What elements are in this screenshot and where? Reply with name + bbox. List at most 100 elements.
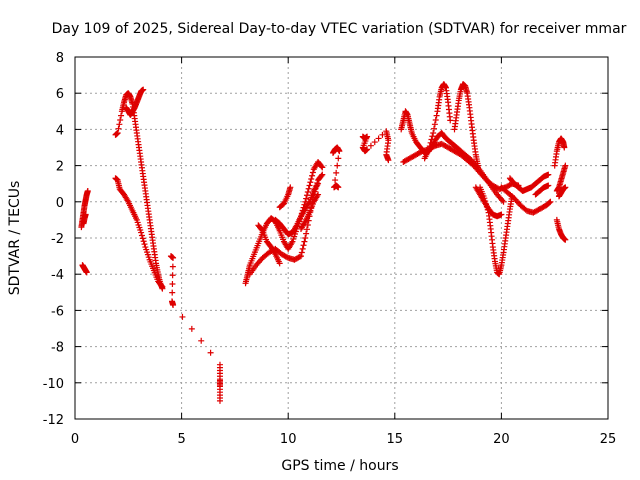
data-point: [555, 224, 562, 231]
data-point: [305, 211, 312, 218]
series-track-c: [112, 175, 166, 290]
data-point: [500, 252, 507, 259]
y-tick-label: 4: [56, 123, 64, 138]
data-point: [139, 170, 146, 177]
y-tick-label: 2: [56, 160, 64, 175]
data-point: [128, 206, 135, 213]
data-point: [309, 169, 316, 176]
data-point: [250, 253, 257, 260]
data-point: [254, 242, 261, 249]
data-point: [276, 249, 283, 256]
data-point: [436, 96, 443, 103]
data-point: [116, 184, 123, 191]
data-point: [305, 185, 312, 192]
data-point: [216, 395, 223, 402]
chart-title: Day 109 of 2025, Sidereal Day-to-day VTE…: [52, 21, 627, 37]
x-tick-label: 5: [177, 432, 185, 447]
data-point: [474, 160, 481, 167]
data-point: [557, 178, 564, 185]
data-point: [279, 202, 286, 209]
data-point: [157, 281, 164, 288]
data-point: [266, 241, 273, 248]
data-point: [309, 190, 316, 197]
data-point: [332, 177, 339, 184]
data-point: [141, 241, 148, 248]
series-evening-d: [272, 180, 322, 238]
data-point: [82, 212, 89, 219]
data-point: [298, 249, 305, 256]
data-point: [150, 242, 157, 249]
data-point: [119, 189, 126, 196]
data-point: [499, 197, 506, 204]
data-point: [308, 175, 315, 182]
data-point: [470, 134, 477, 141]
data-point: [280, 236, 287, 243]
data-point: [83, 269, 90, 276]
data-point: [282, 253, 289, 260]
data-point: [299, 245, 306, 252]
series-late-g: [555, 184, 569, 200]
series-late-c: [532, 182, 552, 198]
data-point: [303, 230, 310, 237]
data-point: [442, 143, 449, 150]
data-point: [487, 180, 494, 187]
data-point: [309, 200, 316, 207]
data-point: [410, 153, 417, 160]
data-point: [303, 195, 310, 202]
data-point: [561, 164, 568, 171]
series-evening-c: [255, 222, 283, 267]
data-point: [540, 203, 547, 210]
data-point: [314, 182, 321, 189]
data-point: [286, 185, 293, 192]
data-point: [279, 223, 286, 230]
data-point: [271, 249, 278, 256]
data-point: [169, 272, 176, 279]
data-point: [404, 156, 411, 163]
series-night-d: [451, 81, 481, 169]
data-point: [284, 193, 291, 200]
series-late-e: [553, 216, 569, 243]
data-point: [553, 151, 560, 158]
data-point: [506, 208, 513, 215]
data-point: [169, 289, 176, 296]
data-point: [304, 189, 311, 196]
y-tick-label: -12: [43, 413, 64, 428]
x-tick-label: 25: [600, 432, 617, 447]
data-point: [137, 156, 144, 163]
data-point: [84, 188, 91, 195]
data-point: [295, 254, 302, 261]
series-night-b: [400, 140, 522, 193]
x-tick-label: 10: [280, 432, 297, 447]
data-point: [430, 130, 437, 137]
data-point: [246, 263, 253, 270]
data-point: [207, 349, 214, 356]
data-point: [140, 238, 147, 245]
data-point: [135, 141, 142, 148]
data-point: [444, 96, 451, 103]
series-track-b: [123, 86, 147, 118]
y-tick-label: 6: [56, 87, 64, 102]
series-late-f: [553, 162, 569, 194]
data-point: [546, 199, 553, 206]
data-point: [117, 116, 124, 123]
data-point: [334, 183, 341, 190]
data-point: [179, 313, 186, 320]
series-night-f: [472, 184, 505, 220]
y-tick-label: 0: [56, 196, 64, 211]
series-night-c: [421, 81, 454, 162]
data-point: [301, 238, 308, 245]
data-point: [309, 172, 316, 179]
data-point: [468, 117, 475, 124]
y-tick-label: -6: [51, 304, 64, 319]
data-point: [432, 116, 439, 123]
data-point: [489, 240, 496, 247]
data-point: [198, 337, 205, 344]
series-evening-f: [297, 191, 322, 232]
data-point: [544, 172, 551, 179]
data-point: [275, 225, 282, 232]
data-point: [263, 236, 270, 243]
data-point: [305, 200, 312, 207]
data-point: [296, 253, 303, 260]
data-point: [415, 142, 422, 149]
data-point: [120, 101, 127, 108]
